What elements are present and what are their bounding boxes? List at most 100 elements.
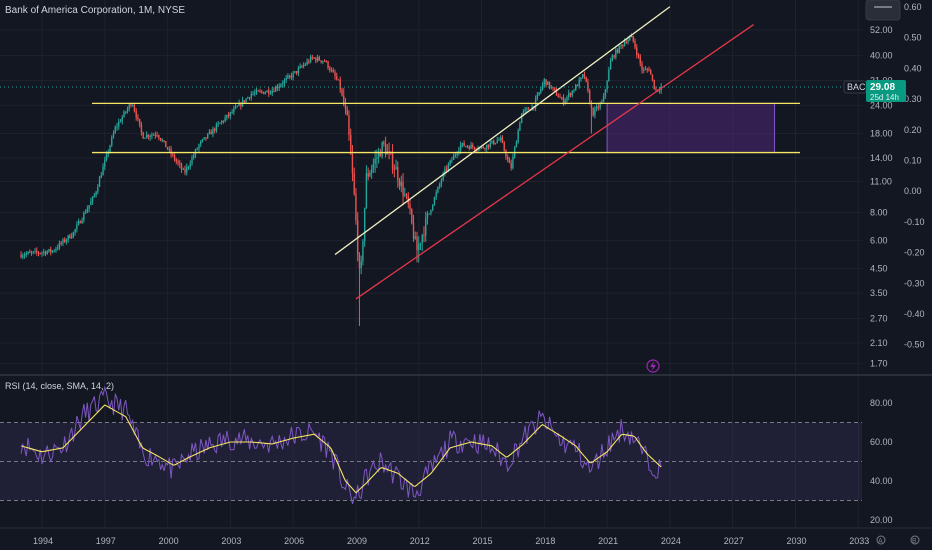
price-tick-label: 40.00 <box>870 51 893 61</box>
candle-body <box>634 41 636 48</box>
candle-body <box>198 144 200 149</box>
candle-body <box>456 153 458 155</box>
candle-body <box>590 102 593 108</box>
candle-body <box>379 151 382 157</box>
rsi-axis[interactable]: 80.00 60.00 40.00 20.00 <box>870 398 893 525</box>
candle-body <box>318 57 321 61</box>
candle-body <box>215 124 218 131</box>
candle-body <box>343 95 345 105</box>
candle-body <box>58 242 61 248</box>
grid <box>0 0 862 528</box>
candle-body <box>557 95 559 98</box>
candle-body <box>65 239 68 242</box>
candle-body <box>421 234 423 244</box>
candle-body <box>262 91 265 94</box>
candle-body <box>543 79 546 85</box>
price-tick-label: 11.00 <box>870 176 892 186</box>
candle-body <box>187 166 190 168</box>
price-axis[interactable]: 52.0040.0031.0024.0018.0014.0011.008.006… <box>870 25 893 369</box>
candle-body <box>29 252 31 254</box>
candle-body <box>329 68 331 71</box>
candle-body <box>540 88 542 93</box>
candle-body <box>39 253 41 255</box>
candle-body <box>206 133 209 139</box>
candle-body <box>384 144 387 155</box>
scale-toggle-button[interactable] <box>865 0 901 21</box>
candle-body <box>95 191 97 196</box>
candle-body <box>248 97 251 99</box>
candle-body <box>208 131 211 134</box>
channel-lower-line[interactable] <box>355 23 754 300</box>
candle-body <box>334 72 336 77</box>
candle-body <box>527 108 530 110</box>
candle-body <box>594 108 596 116</box>
candle-body <box>512 156 514 169</box>
candle-body <box>245 98 247 103</box>
candle-body <box>344 104 347 110</box>
candle-body <box>393 169 396 171</box>
candle-body <box>271 90 273 94</box>
candle-body <box>257 90 259 92</box>
candle-body <box>658 90 661 92</box>
price-tick-label: 8.00 <box>870 208 888 218</box>
candle-body <box>37 252 40 254</box>
candle-body <box>437 186 439 193</box>
candle-body <box>618 45 621 53</box>
candle-body <box>276 86 279 89</box>
candle-body <box>445 168 448 170</box>
drawings[interactable] <box>92 6 800 300</box>
candle-body <box>580 77 582 80</box>
candle-body <box>200 141 202 145</box>
flash-icon[interactable] <box>646 359 660 373</box>
candle-body <box>297 68 300 73</box>
candle-body <box>369 172 371 177</box>
candle-body <box>126 108 129 112</box>
channel-upper-line[interactable] <box>334 6 671 256</box>
price-tick-label: 6.00 <box>870 236 888 246</box>
price-tick-label: 52.00 <box>870 25 893 35</box>
price-tick-label: 18.00 <box>870 128 893 138</box>
candle-body <box>327 61 329 69</box>
time-axis[interactable]: 1994 1997 2000 2003 2006 2009 2012 2015 2018 2021… <box>0 527 932 546</box>
candle-body <box>360 261 362 269</box>
secondary-axis[interactable]: 0.60 0.50 0.40 0.30 0.20 0.10 0.00 -0.10 -0.20 -0… <box>904 2 925 350</box>
candle-body <box>76 224 78 230</box>
candle-body <box>332 70 334 73</box>
candle-body <box>261 91 263 93</box>
candle-body <box>252 93 254 95</box>
rsi-pane <box>0 385 862 505</box>
settings-icon[interactable]: B <box>910 535 920 545</box>
price-tick-label: 4.50 <box>870 264 888 274</box>
globe-icon[interactable]: A <box>876 535 886 545</box>
candle-body <box>234 106 237 109</box>
candle-body <box>135 110 137 118</box>
candle-body <box>405 194 408 197</box>
candle-body <box>536 94 539 99</box>
candle-body <box>125 111 127 113</box>
time-tick-label: 1997 <box>96 536 116 546</box>
candle-body <box>219 122 221 124</box>
candle-body <box>348 115 350 136</box>
candle-body <box>212 128 214 135</box>
candle-body <box>463 142 465 147</box>
candle-body <box>336 76 338 80</box>
candle-body <box>644 69 647 71</box>
candle-body <box>280 84 282 87</box>
range-zone[interactable] <box>606 102 776 154</box>
candle-body <box>639 56 641 64</box>
candle-body <box>55 248 57 251</box>
candle-body <box>632 35 634 42</box>
candle-body <box>442 172 444 181</box>
candle-body <box>304 64 307 66</box>
candle-body <box>220 121 223 123</box>
candle-body <box>625 42 627 44</box>
target-zone[interactable] <box>606 102 776 154</box>
candle-body <box>288 75 291 77</box>
candle-body <box>414 236 416 239</box>
candle-body <box>554 88 556 91</box>
candle-body <box>100 175 103 178</box>
candle-body <box>56 247 59 249</box>
candle-body <box>430 209 432 214</box>
candle-body <box>308 61 310 63</box>
